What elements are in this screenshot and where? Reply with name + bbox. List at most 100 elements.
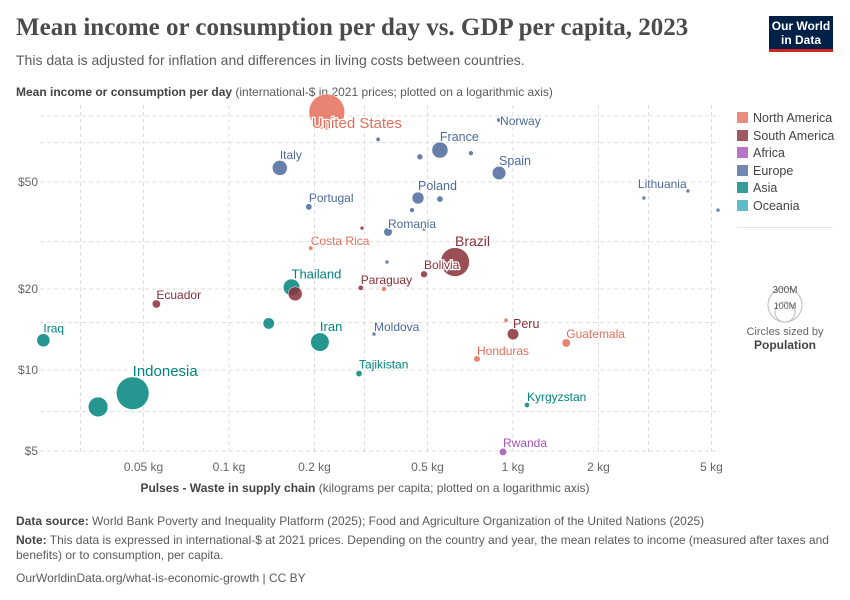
point-label-indonesia: Indonesia bbox=[133, 363, 199, 380]
data-point-honduras bbox=[473, 355, 481, 363]
data-point bbox=[287, 286, 303, 302]
data-point-romania bbox=[383, 227, 393, 237]
chart-subtitle: This data is adjusted for inflation and … bbox=[16, 52, 525, 68]
legend-item-oceania[interactable]: Oceania bbox=[737, 199, 800, 213]
size-legend-300m: 300M bbox=[772, 285, 797, 296]
legend-swatch bbox=[737, 129, 748, 141]
data-point-italy bbox=[272, 160, 288, 176]
data-point bbox=[359, 225, 365, 231]
legend-item-europe[interactable]: Europe bbox=[737, 164, 793, 178]
chart-note: Note: This data is expressed in internat… bbox=[16, 533, 836, 563]
legend-label: Europe bbox=[753, 163, 794, 178]
size-legend-caption: Circles sized by bbox=[746, 326, 824, 338]
data-point-iraq bbox=[36, 333, 51, 348]
data-point bbox=[88, 396, 109, 417]
legend-item-africa[interactable]: Africa bbox=[737, 146, 785, 160]
data-point-rwanda bbox=[499, 447, 507, 456]
data-point bbox=[436, 195, 444, 203]
data-point-france bbox=[431, 141, 449, 159]
point-label-romania: Romania bbox=[388, 217, 436, 231]
x-tick-label: 0.05 kg bbox=[124, 460, 163, 474]
data-point-ecuador bbox=[151, 299, 161, 309]
legend-label: Asia bbox=[753, 181, 778, 195]
legend-swatch bbox=[737, 199, 748, 211]
point-label-iraq: Iraq bbox=[43, 321, 64, 335]
data-point-portugal bbox=[305, 203, 313, 211]
legend-item-north-america[interactable]: North America bbox=[737, 111, 832, 125]
data-point-bolivia bbox=[420, 270, 428, 278]
x-tick-label: 0.1 kg bbox=[213, 460, 246, 474]
y-axis-label: Mean income or consumption per day (inte… bbox=[16, 85, 553, 99]
point-label-italy: Italy bbox=[280, 148, 302, 162]
data-point-tajikistan bbox=[355, 370, 363, 377]
point-label-iran: Iran bbox=[320, 319, 342, 334]
y-tick-label: $50 bbox=[18, 175, 38, 189]
x-axis-label-unit: (kilograms per capita; plotted on a loga… bbox=[318, 481, 590, 495]
point-label-ecuador: Ecuador bbox=[156, 288, 201, 302]
y-axis-label-bold: Mean income or consumption per day bbox=[16, 85, 233, 99]
data-point bbox=[416, 153, 424, 161]
owid-logo[interactable]: Our World in Data bbox=[769, 16, 833, 52]
data-point-spain bbox=[492, 165, 507, 181]
data-point bbox=[715, 207, 721, 213]
legend-swatch bbox=[737, 182, 748, 193]
note-text: This data is expressed in international-… bbox=[16, 533, 829, 562]
legend-swatch bbox=[737, 164, 748, 176]
data-point bbox=[375, 136, 381, 142]
legend-divider bbox=[737, 227, 833, 228]
legend-label: Africa bbox=[753, 146, 785, 160]
source-text: World Bank Poverty and Inequality Platfo… bbox=[92, 514, 705, 528]
point-label-lithuania: Lithuania bbox=[638, 177, 687, 191]
legend-label: South America bbox=[753, 128, 835, 143]
source-label: Data source: bbox=[16, 514, 89, 528]
x-tick-label: 0.2 kg bbox=[298, 460, 331, 474]
data-point-lithuania bbox=[685, 188, 691, 194]
y-tick-label: $20 bbox=[18, 282, 38, 296]
x-tick-label: 0.5 kg bbox=[411, 460, 444, 474]
point-label-peru: Peru bbox=[513, 317, 539, 331]
point-label-portugal: Portugal bbox=[309, 191, 354, 205]
data-point-costa-rica bbox=[308, 245, 314, 251]
data-point-paraguay bbox=[357, 285, 364, 291]
point-label-bolivia: Bolivia bbox=[424, 258, 460, 272]
size-legend-100m: 100M bbox=[774, 301, 797, 311]
data-point-kyrgyzstan bbox=[524, 402, 530, 408]
data-point-united-states bbox=[308, 93, 345, 131]
size-legend-circles: 300M 100M bbox=[767, 285, 803, 323]
legend-item-south-america[interactable]: South America bbox=[737, 129, 834, 143]
data-point bbox=[468, 150, 474, 156]
y-axis-label-unit: (international-$ in 2021 prices; plotted… bbox=[235, 85, 553, 99]
point-label-poland: Poland bbox=[418, 179, 457, 193]
legend-item-asia[interactable]: Asia bbox=[737, 181, 777, 195]
logo-text: Our World in Data bbox=[771, 19, 831, 47]
point-label-tajikistan: Tajikistan bbox=[359, 358, 408, 372]
point-label-guatemala: Guatemala bbox=[566, 327, 625, 341]
y-tick-label: $10 bbox=[18, 363, 38, 377]
point-label-honduras: Honduras bbox=[477, 344, 529, 358]
data-point bbox=[503, 317, 509, 323]
data-point-brazil bbox=[440, 247, 470, 277]
legend-swatch bbox=[737, 147, 748, 158]
x-axis-label: Pulses - Waste in supply chain (kilogram… bbox=[0, 481, 730, 495]
point-label-spain: Spain bbox=[499, 154, 531, 168]
x-tick-label: 5 kg bbox=[700, 460, 723, 474]
data-point bbox=[641, 195, 647, 201]
data-point-peru bbox=[507, 328, 519, 341]
x-tick-label: 1 kg bbox=[502, 460, 525, 474]
point-label-norway: Norway bbox=[500, 114, 541, 128]
data-point bbox=[421, 226, 427, 232]
data-point-poland bbox=[411, 191, 425, 205]
data-point bbox=[381, 286, 387, 292]
point-label-kyrgyzstan: Kyrgyzstan bbox=[527, 390, 586, 404]
legend-label: Oceania bbox=[753, 198, 800, 213]
chart-title: Mean income or consumption per day vs. G… bbox=[16, 14, 689, 41]
point-label-united-states: United States bbox=[312, 115, 402, 132]
legend-label: North America bbox=[753, 111, 833, 125]
size-legend: 300M 100M Circles sized by Population bbox=[735, 283, 835, 352]
data-point-guatemala bbox=[561, 338, 571, 348]
source-url[interactable]: OurWorldinData.org/what-is-economic-grow… bbox=[16, 571, 306, 585]
data-point-moldova bbox=[371, 331, 377, 337]
point-label-thailand: Thailand bbox=[292, 266, 342, 281]
data-point bbox=[409, 207, 415, 213]
